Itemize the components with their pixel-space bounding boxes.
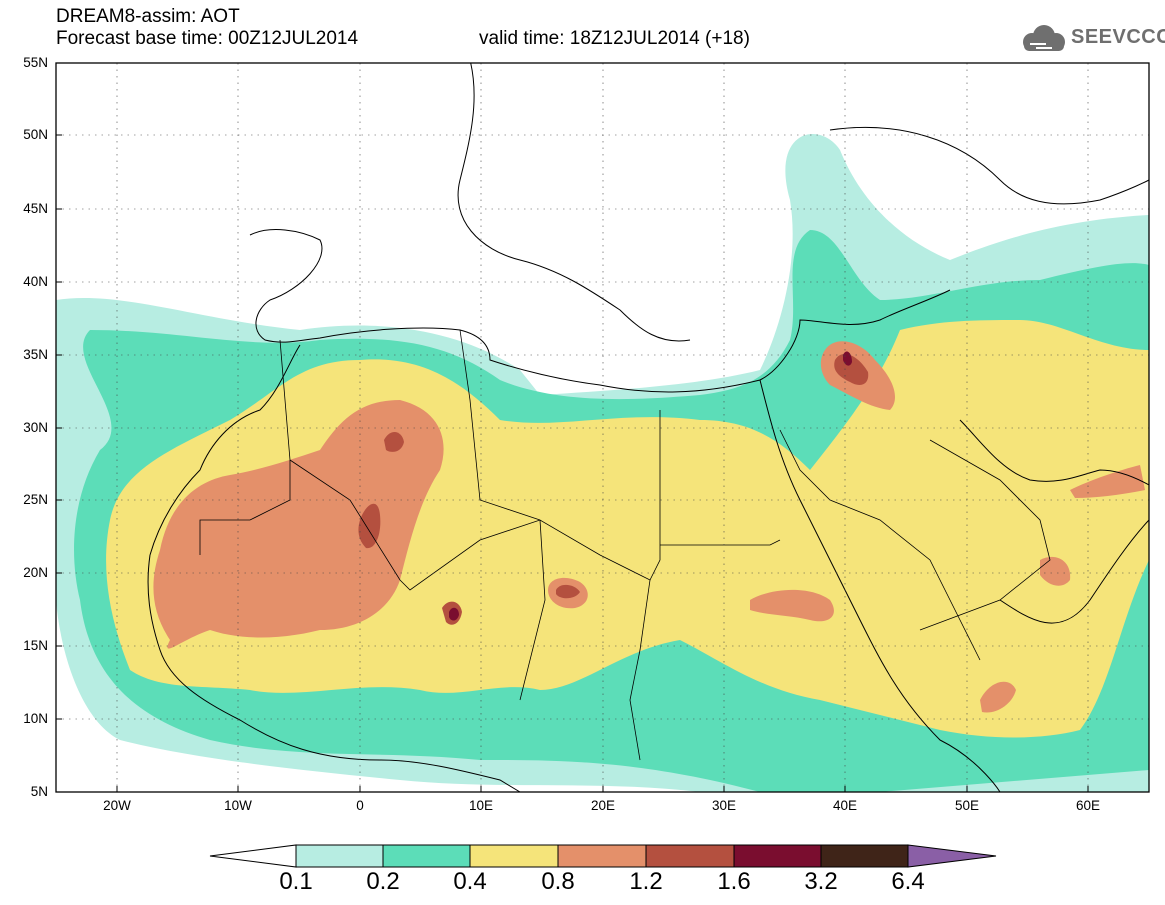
cloud-icon: [1023, 25, 1065, 51]
lon-label: 50E: [954, 798, 980, 813]
colorbar-label: 1.6: [717, 868, 751, 895]
lon-label: 20E: [590, 798, 616, 813]
axis-ticks: [56, 134, 1089, 792]
borders: [199, 329, 1051, 761]
lat-label: 25N: [23, 492, 48, 507]
colorbar-label: 0.4: [453, 868, 487, 895]
lat-label: 35N: [23, 347, 48, 362]
lon-label: 10E: [468, 798, 494, 813]
colorbar-label: 0.8: [541, 868, 575, 895]
aot-band-1-2-chad: [556, 584, 580, 599]
lat-label: 15N: [23, 638, 48, 653]
valid-time: valid time: 18Z12JUL2014 (+18): [479, 28, 750, 49]
colorbar-under: [209, 844, 297, 868]
aot-band-0-8-sudan: [750, 589, 834, 622]
colorbar-label: 3.2: [804, 868, 838, 895]
aot-contours: [56, 134, 1149, 792]
lat-label: 10N: [23, 711, 48, 726]
aot-band-1-2-iraq: [834, 353, 869, 385]
colorbar-bin-3: [469, 844, 559, 868]
lat-label: 40N: [23, 274, 48, 289]
aot-band-1-2-north: [384, 431, 404, 452]
colorbar: [209, 844, 997, 868]
aot-band-0-8-oman: [1040, 556, 1071, 586]
aot-band-1-6-niger: [449, 607, 459, 621]
lat-label: 55N: [23, 55, 48, 70]
colorbar-bin-7: [820, 844, 909, 868]
colorbar-bin-4: [557, 844, 647, 868]
colorbar-label: 0.1: [279, 868, 313, 895]
aot-band-0-8-west: [153, 400, 444, 649]
aot-band-0-8-gulf: [1070, 465, 1145, 498]
map-border: [55, 62, 1150, 793]
lat-label: 20N: [23, 565, 48, 580]
lat-label: 5N: [30, 784, 48, 799]
map-title: DREAM8-assim: AOT: [56, 6, 240, 27]
lon-label: 40E: [832, 798, 858, 813]
lon-label: 60E: [1075, 798, 1101, 813]
lon-label: 0: [356, 798, 364, 813]
logo-text: SEEVCCC: [1071, 26, 1165, 48]
lon-label: 20W: [103, 798, 131, 813]
coastlines: [147, 63, 1149, 792]
lat-label: 50N: [23, 127, 48, 142]
forecast-base-time: Forecast base time: 00Z12JUL2014: [56, 28, 359, 49]
lon-label: 10W: [224, 798, 252, 813]
colorbar-bin-5: [645, 844, 735, 868]
colorbar-bin-6: [733, 844, 822, 868]
graticule: [56, 63, 1149, 792]
aot-band-1-2-mali: [358, 503, 381, 549]
lat-label: 30N: [23, 420, 48, 435]
colorbar-label: 6.4: [891, 868, 925, 895]
colorbar-over: [907, 844, 997, 868]
colorbar-bin-1: [295, 844, 384, 868]
colorbar-bin-2: [382, 844, 471, 868]
lon-label: 30E: [711, 798, 737, 813]
aot-band-0-8-somalia: [980, 681, 1016, 713]
lat-label: 45N: [23, 201, 48, 216]
colorbar-label: 1.2: [629, 868, 663, 895]
colorbar-label: 0.2: [366, 868, 400, 895]
